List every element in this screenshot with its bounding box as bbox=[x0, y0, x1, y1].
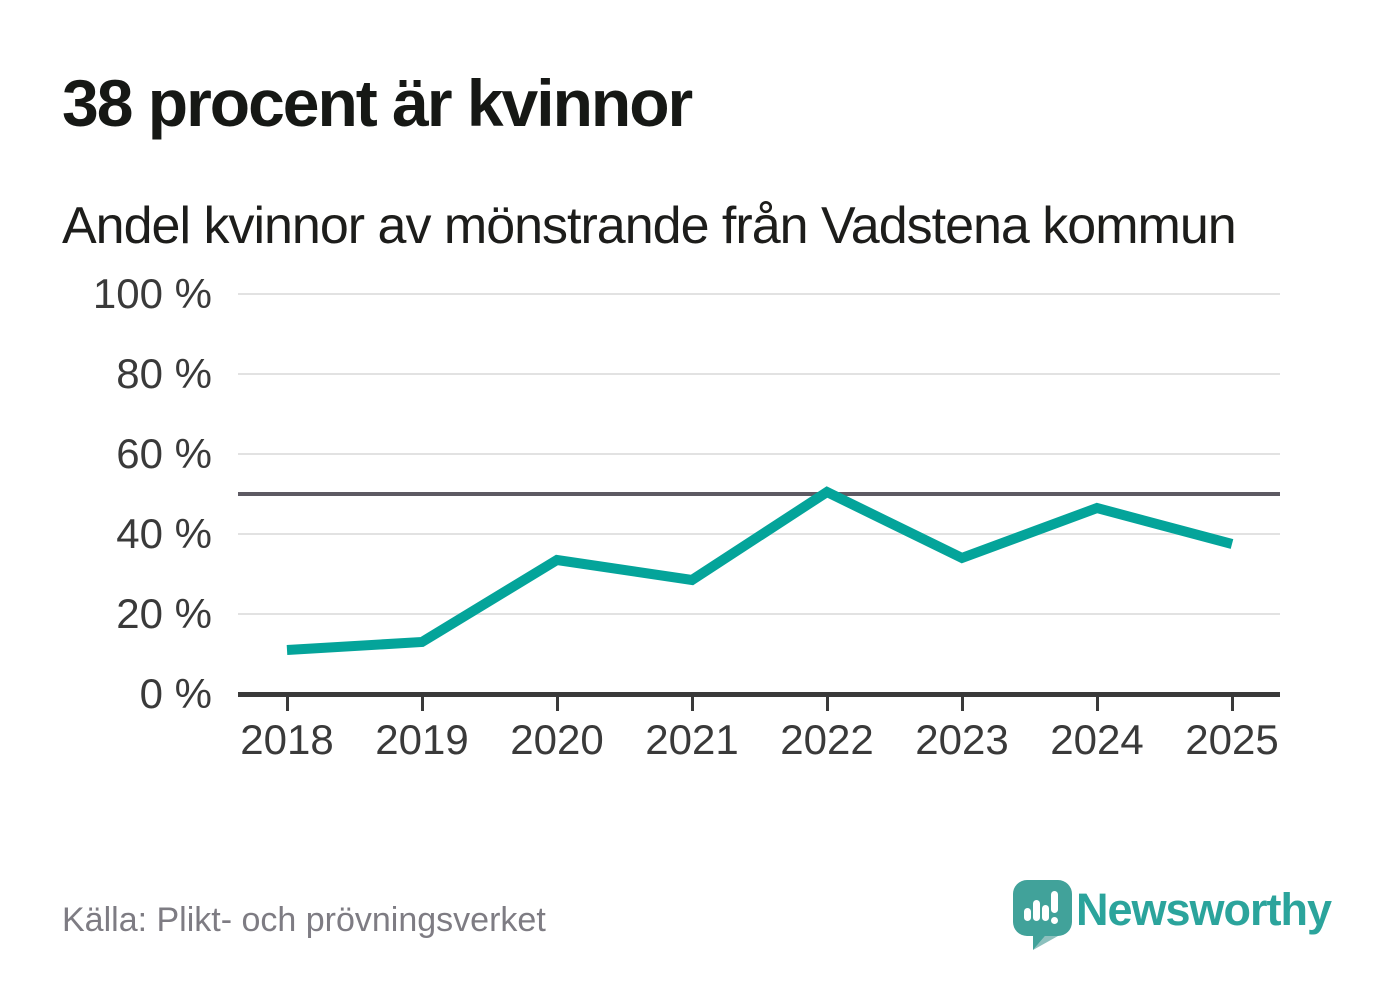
source-note: Källa: Plikt- och prövningsverket bbox=[62, 901, 546, 939]
gridline bbox=[238, 293, 1280, 295]
brand-block: Newsworthy bbox=[1012, 879, 1332, 959]
x-axis-tick bbox=[691, 697, 694, 711]
x-axis-label: 2025 bbox=[1185, 716, 1279, 763]
reference-line-50-percent bbox=[238, 492, 1280, 496]
gridline bbox=[238, 453, 1280, 455]
axis-layer: 2018 2019 2020 2021 2022 2023 2024 2025 bbox=[238, 294, 1280, 763]
y-axis-label: 60 % bbox=[116, 430, 212, 477]
y-axis-label: 100 % bbox=[92, 270, 212, 317]
x-axis-line bbox=[238, 692, 1280, 697]
x-axis-tick bbox=[286, 697, 289, 711]
logo-bubble-shadow bbox=[1033, 936, 1058, 950]
x-axis-label: 2020 bbox=[510, 716, 604, 763]
y-axis-label: 20 % bbox=[116, 590, 212, 637]
x-axis-tick bbox=[1231, 697, 1234, 711]
x-axis-tick bbox=[556, 697, 559, 711]
x-axis-tick bbox=[826, 697, 829, 711]
y-axis-label: 80 % bbox=[116, 350, 212, 397]
x-axis-label: 2021 bbox=[645, 716, 739, 763]
x-axis-label: 2023 bbox=[915, 716, 1009, 763]
y-axis-label: 40 % bbox=[116, 510, 212, 557]
x-axis-label: 2022 bbox=[780, 716, 874, 763]
data-line-layer bbox=[286, 486, 1234, 655]
x-axis-label: 2018 bbox=[240, 716, 334, 763]
data-line bbox=[286, 486, 1234, 655]
x-axis-tick bbox=[1096, 697, 1099, 711]
gridline bbox=[238, 613, 1280, 615]
chart-subtitle: Andel kvinnor av mönstrande från Vadsten… bbox=[62, 197, 1237, 255]
plot-area: 2018 2019 2020 2021 2022 2023 2024 2025 bbox=[238, 293, 1280, 763]
brand-name: Newsworthy bbox=[1076, 884, 1332, 935]
newsworthy-logo-icon bbox=[1013, 880, 1072, 950]
x-axis-tick bbox=[961, 697, 964, 711]
x-axis-label: 2024 bbox=[1050, 716, 1144, 763]
x-axis-tick bbox=[421, 697, 424, 711]
x-axis-label: 2019 bbox=[375, 716, 469, 763]
page-title: 38 procent är kvinnor bbox=[62, 66, 693, 140]
y-axis-label: 0 % bbox=[139, 670, 212, 717]
gridline bbox=[238, 373, 1280, 375]
